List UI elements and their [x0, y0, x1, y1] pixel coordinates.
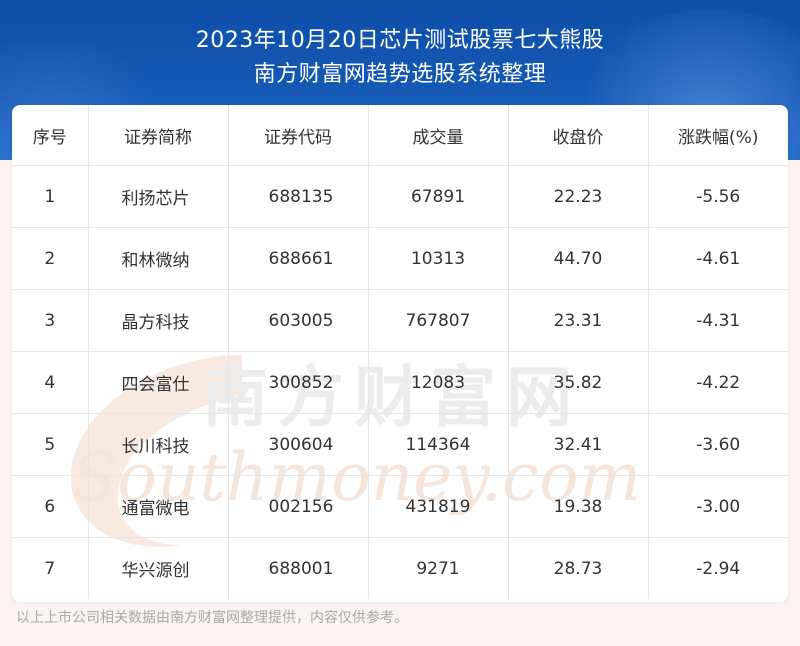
- page-title: 2023年10月20日芯片测试股票七大熊股: [195, 28, 605, 53]
- cell-name: 和林微纳: [88, 227, 229, 290]
- cell-rank: 4: [12, 351, 89, 414]
- cell-rank: 1: [12, 165, 89, 228]
- table-row: 3 晶方科技 603005 767807 23.31 -4.31: [12, 289, 788, 352]
- cell-change: -4.31: [648, 289, 788, 352]
- table-row: 6 通富微电 002156 431819 19.38 -3.00: [12, 475, 788, 538]
- cell-name: 通富微电: [88, 475, 229, 538]
- cell-name: 晶方科技: [88, 289, 229, 352]
- cell-name: 利扬芯片: [88, 165, 229, 228]
- cell-code: 688661: [228, 227, 369, 290]
- table-row: 5 长川科技 300604 114364 32.41 -3.60: [12, 413, 788, 476]
- cell-rank: 2: [12, 227, 89, 290]
- footer-disclaimer: 以上上市公司相关数据由南方财富网整理提供，内容仅供参考。: [16, 610, 408, 626]
- cell-code: 688135: [228, 165, 369, 228]
- cell-close: 44.70: [508, 227, 649, 290]
- cell-change: -3.60: [648, 413, 788, 476]
- table-header-row: 序号 证券简称 证券代码 成交量 收盘价 涨跌幅(%): [12, 105, 788, 166]
- cell-close: 22.23: [508, 165, 649, 228]
- cell-close: 35.82: [508, 351, 649, 414]
- page-header: 2023年10月20日芯片测试股票七大熊股 南方财富网趋势选股系统整理: [0, 0, 800, 160]
- cell-rank: 5: [12, 413, 89, 476]
- column-header-name: 证券简称: [88, 105, 229, 166]
- cell-close: 23.31: [508, 289, 649, 352]
- cell-volume: 10313: [368, 227, 509, 290]
- cell-name: 四会富仕: [88, 351, 229, 414]
- cell-name: 华兴源创: [88, 537, 229, 599]
- cell-volume: 431819: [368, 475, 509, 538]
- cell-change: -3.00: [648, 475, 788, 538]
- cell-change: -5.56: [648, 165, 788, 228]
- cell-volume: 767807: [368, 289, 509, 352]
- column-header-rank: 序号: [12, 105, 89, 166]
- table-row: 4 四会富仕 300852 12083 35.82 -4.22: [12, 351, 788, 414]
- table-row: 2 和林微纳 688661 10313 44.70 -4.61: [12, 227, 788, 290]
- table-row: 7 华兴源创 688001 9271 28.73 -2.94: [12, 537, 788, 599]
- stock-table: 序号 证券简称 证券代码 成交量 收盘价 涨跌幅(%) 1 利扬芯片 68813…: [12, 105, 788, 599]
- cell-close: 32.41: [508, 413, 649, 476]
- cell-code: 300852: [228, 351, 369, 414]
- cell-close: 28.73: [508, 537, 649, 599]
- cell-volume: 9271: [368, 537, 509, 599]
- page-subtitle: 南方财富网趋势选股系统整理: [253, 62, 547, 87]
- cell-close: 19.38: [508, 475, 649, 538]
- column-header-volume: 成交量: [368, 105, 509, 166]
- cell-name: 长川科技: [88, 413, 229, 476]
- column-header-change: 涨跌幅(%): [648, 105, 788, 166]
- cell-volume: 12083: [368, 351, 509, 414]
- cell-code: 300604: [228, 413, 369, 476]
- table-card: 南方财富网 Southmoney.com 序号 证券简称 证券代码 成交量 收盘…: [12, 105, 788, 602]
- cell-rank: 6: [12, 475, 89, 538]
- cell-rank: 3: [12, 289, 89, 352]
- column-header-close: 收盘价: [508, 105, 649, 166]
- column-header-code: 证券代码: [228, 105, 369, 166]
- cell-rank: 7: [12, 537, 89, 599]
- cell-change: -4.61: [648, 227, 788, 290]
- cell-code: 603005: [228, 289, 369, 352]
- cell-change: -2.94: [696, 558, 741, 579]
- table-row: 1 利扬芯片 688135 67891 22.23 -5.56: [12, 165, 788, 228]
- cell-code: 002156: [228, 475, 369, 538]
- cell-code: 688001: [228, 537, 369, 599]
- cell-volume: 114364: [368, 413, 509, 476]
- cell-change: -4.22: [648, 351, 788, 414]
- cell-volume: 67891: [368, 165, 509, 228]
